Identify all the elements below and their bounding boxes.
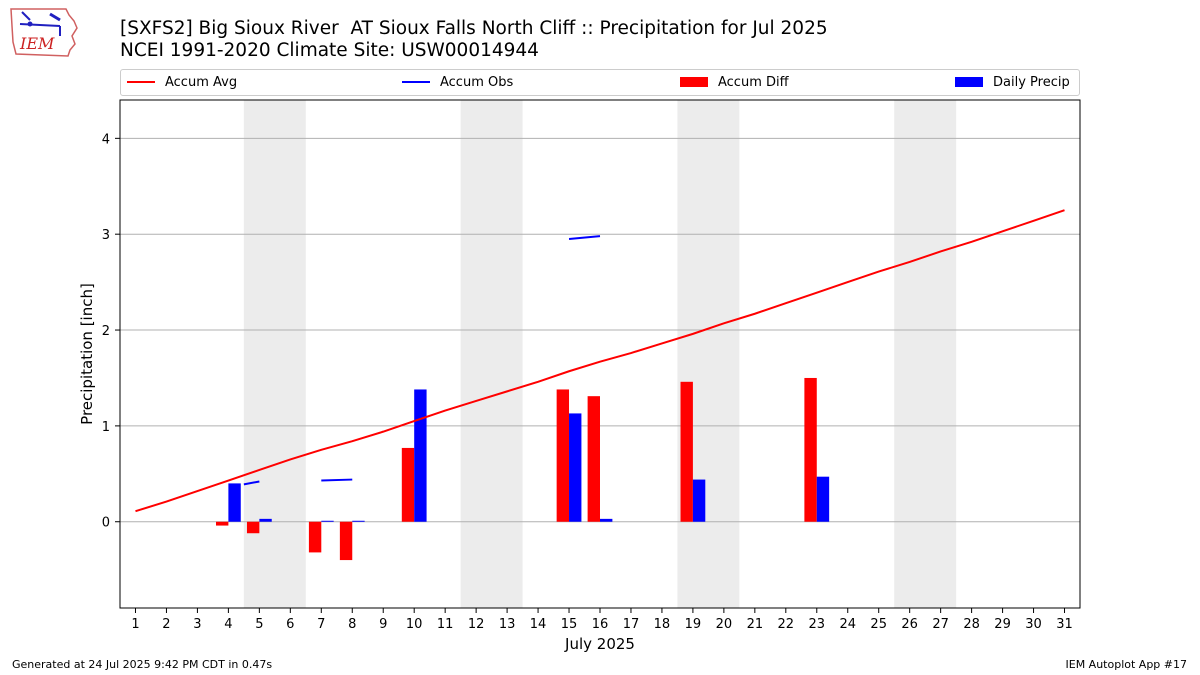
y-tick-label-1: 1 [102,420,110,435]
legend-label-daily-precip: Daily Precip [993,74,1070,90]
accum-diff-bar-day-10 [401,447,415,522]
x-tick-label-20: 20 [716,617,733,632]
legend-label-accum-obs: Accum Obs [440,74,514,90]
x-tick-label-24: 24 [839,617,856,632]
x-tick-label-8: 8 [348,617,356,632]
x-tick-label-4: 4 [224,617,232,632]
x-tick-label-1: 1 [131,617,139,632]
x-tick-label-18: 18 [654,617,671,632]
iem-logo: IEM [8,6,80,58]
title-line-1: [SXFS2] Big Sioux River AT Sioux Falls N… [120,18,828,39]
legend-label-accum-avg: Accum Avg [165,74,238,90]
y-tick-label-4: 4 [102,132,110,147]
x-tick-label-13: 13 [499,617,516,632]
x-tick-label-30: 30 [1025,617,1042,632]
accum-avg-line [135,209,1065,513]
accum-obs-segment-1 [243,480,260,486]
footer-app: IEM Autoplot App #17 [1065,658,1188,671]
legend-item-accum-diff: Accum Diff [680,74,789,90]
daily-precip-bar-day-4 [228,483,241,522]
x-tick-label-2: 2 [162,617,170,632]
iowa-map-icon: IEM [10,8,78,57]
daily-precip-bar-day-8 [352,520,365,522]
x-tick-label-31: 31 [1056,617,1073,632]
footer-generated: Generated at 24 Jul 2025 9:42 PM CDT in … [12,658,273,671]
accum-diff-bar-day-7 [308,521,322,553]
legend-label-accum-diff: Accum Diff [718,74,789,90]
y-tick-label-2: 2 [102,324,110,339]
x-tick-label-7: 7 [317,617,325,632]
title-line-2: NCEI 1991-2020 Climate Site: USW00014944 [120,40,539,61]
x-tick-label-28: 28 [963,617,980,632]
daily-precip-bar-day-5 [259,518,272,522]
x-tick-label-9: 9 [379,617,387,632]
x-tick-label-6: 6 [286,617,294,632]
chart-title: [SXFS2] Big Sioux River AT Sioux Falls N… [120,18,828,62]
x-tick-label-3: 3 [193,617,201,632]
x-tick-label-11: 11 [437,617,454,632]
x-tick-label-16: 16 [592,617,609,632]
x-tick-label-5: 5 [255,617,263,632]
daily-precip-bar-day-23 [816,476,830,522]
x-tick-label-19: 19 [685,617,702,632]
x-tick-label-10: 10 [406,617,423,632]
daily-precip-bar-day-7 [321,520,334,522]
x-tick-label-23: 23 [809,617,826,632]
accum-diff-bar-day-23 [804,377,817,522]
x-tick-label-12: 12 [468,617,485,632]
x-tick-label-21: 21 [747,617,764,632]
weekend-shade-3 [677,100,740,608]
legend-item-accum-obs: Accum Obs [402,74,513,90]
accum-diff-bar-day-8 [339,521,353,561]
x-tick-label-22: 22 [778,617,795,632]
legend-swatch-accum-avg [127,81,155,83]
x-tick-label-27: 27 [932,617,949,632]
weekend-shade-2 [460,100,523,608]
x-tick-label-29: 29 [994,617,1011,632]
daily-precip-bar-day-19 [692,479,706,522]
y-tick-label-3: 3 [102,228,110,243]
accum-diff-bar-day-5 [246,521,260,534]
legend-item-accum-avg: Accum Avg [127,74,237,90]
legend-swatch-accum-diff [680,77,708,87]
accum-diff-bar-day-19 [680,381,693,522]
accum-diff-bar-day-15 [556,389,570,522]
daily-precip-bar-day-16 [600,518,613,522]
legend-swatch-accum-obs [402,81,430,83]
x-axis-label: July 2025 [564,635,635,653]
x-tick-label-17: 17 [623,617,640,632]
weekend-shade-4 [894,100,957,608]
x-tick-label-15: 15 [561,617,578,632]
y-tick-label-0: 0 [102,516,110,531]
y-axis-label: Precipitation [inch] [78,283,96,425]
accum-diff-bar-day-16 [587,396,600,522]
daily-precip-bar-day-10 [414,389,427,522]
x-tick-label-26: 26 [901,617,918,632]
accum-obs-segment-2 [321,478,353,482]
accum-diff-bar-day-4 [216,521,229,526]
legend-swatch-daily-precip [955,77,983,87]
daily-precip-bar-day-15 [569,413,582,522]
accum-obs-segment-3 [568,235,601,240]
x-tick-label-14: 14 [530,617,547,632]
svg-text:IEM: IEM [19,34,55,53]
legend-item-daily-precip: Daily Precip [955,74,1070,90]
x-tick-label-25: 25 [870,617,887,632]
chart-legend: Accum Avg Accum Obs Accum Diff Daily Pre… [120,69,1080,96]
